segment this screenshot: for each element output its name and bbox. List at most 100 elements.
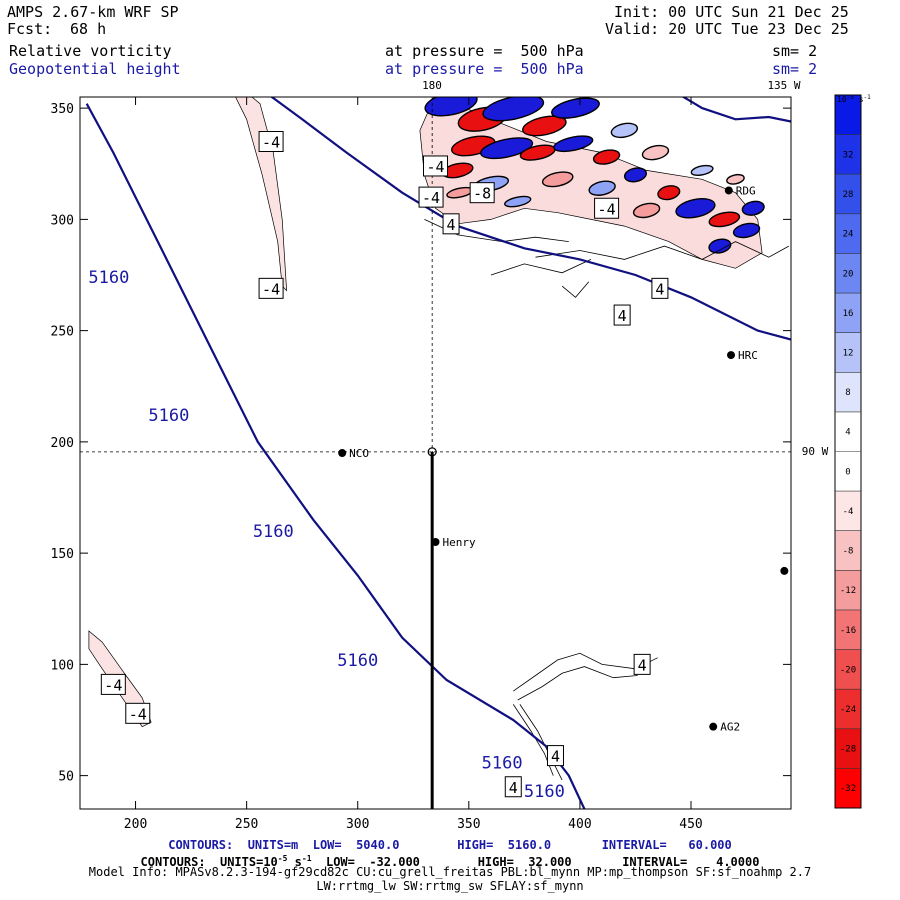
forecast-hour: 68 h [70, 20, 107, 38]
vort-cell-3 [522, 115, 567, 137]
valid-time: Valid: 20 UTC Tue 23 Dec 25 [605, 20, 849, 38]
vort-label-13: 4 [509, 779, 518, 797]
colorbar: 32 28 24 20 16 12 8 4 0 -4 -8 -12 -16 -20 -24 -28 -32 10-… [834, 94, 871, 809]
vort-cell-10 [623, 167, 648, 183]
lon-label-90w: 90 W [802, 445, 829, 458]
vort-contour-5 [517, 666, 638, 701]
station-marker [709, 722, 718, 731]
x-tick-label: 200 [124, 817, 147, 832]
field2-level: at pressure = 500 hPa [385, 60, 584, 78]
station-marker [724, 186, 733, 195]
vort-label-5: 4 [447, 216, 456, 234]
colorbar-tick-label: -28 [840, 745, 856, 755]
colorbar-units: 10-5 s-1 [837, 94, 871, 104]
colorbar-swatch [835, 253, 861, 294]
vort-label-9: -4 [104, 676, 122, 694]
vort-contour-3 [561, 281, 590, 298]
colorbar-tick-label: 12 [843, 348, 854, 358]
station-marker [727, 351, 736, 360]
vort-label-box-2 [423, 155, 448, 177]
field1-smoothing: sm= 2 [772, 42, 818, 60]
height-contour-line-2 [681, 97, 791, 123]
station-nco: NCO [338, 447, 369, 460]
colorbar-swatch [835, 491, 861, 532]
y-tick-label: 200 [51, 436, 74, 451]
vorticity-field [88, 97, 789, 781]
station-rdg: RDG [724, 184, 756, 197]
vort-label-8: 4 [655, 280, 664, 298]
vort-cell-24 [610, 122, 639, 139]
station-label: AG2 [720, 721, 740, 734]
colorbar-swatch [835, 213, 861, 254]
lon-label-135w: 135 W [767, 79, 800, 92]
height-label-1: 5160 [148, 406, 189, 426]
vort-label-box-3 [418, 186, 444, 208]
footer-vort-exp: -5 [277, 854, 288, 863]
stations: NCO Henry RDG HRC AG2 [338, 184, 789, 734]
colorbar-tick-label: -4 [843, 507, 854, 517]
forecast-label: Fcst: [7, 20, 53, 38]
footer-vort-c: LOW= -32.000 HIGH= 32.000 INTERVAL= 4.00… [311, 855, 760, 869]
field1-level: at pressure = 500 hPa [385, 42, 584, 60]
footer-vort-exp2: -1 [301, 854, 312, 863]
x-tick-label: 350 [457, 817, 480, 832]
model-title: AMPS 2.67-km WRF SP [7, 3, 179, 21]
height-label-bg-5 [522, 780, 567, 801]
vort-cell-19 [541, 171, 574, 188]
height-label-2: 5160 [253, 522, 294, 542]
x-tick-label: 250 [235, 817, 258, 832]
colorbar-swatch [835, 372, 861, 413]
colorbar-swatch [835, 689, 861, 730]
vort-cell-25 [641, 144, 670, 161]
height-label-0: 5160 [88, 268, 129, 288]
station-label: RDG [736, 184, 756, 197]
init-time: Init: 00 UTC Sun 21 Dec 25 [614, 3, 849, 21]
vort-cell-21 [632, 202, 661, 219]
colorbar-swatch [835, 570, 861, 611]
station-unnamed [780, 566, 789, 575]
colorbar-swatch [835, 728, 861, 769]
height-label-bg-3 [335, 648, 380, 669]
vort-cell-13 [708, 211, 741, 228]
vort-label-box-6 [594, 197, 620, 219]
station-hrc: HRC [727, 349, 758, 362]
footer-physics-info: LW:rrtmg_lw SW:rrtmg_sw SFLAY:sf_mynn [316, 879, 584, 893]
vort-label-6: -4 [598, 200, 616, 218]
colorbar-swatch [835, 332, 861, 373]
x-tick-label: 450 [679, 817, 702, 832]
y-tick-label: 250 [51, 325, 74, 340]
vort-cell-11 [657, 185, 681, 201]
colorbar-tick-label: 20 [843, 269, 854, 279]
vort-label-box-9 [100, 673, 126, 695]
colorbar-swatch [835, 609, 861, 651]
footer-vort-b: s [287, 855, 302, 869]
height-label-bg-1 [146, 404, 191, 425]
station-label: NCO [349, 447, 369, 460]
footer-vort-a: CONTOURS: UNITS=10 [140, 855, 278, 869]
lon-label-180: 180 [422, 79, 442, 92]
vort-label-4: -8 [473, 185, 491, 203]
vort-cell-8 [553, 135, 594, 153]
height-label-bg-0 [86, 266, 131, 287]
colorbar-swatch [835, 134, 861, 175]
colorbar-swatch [835, 649, 861, 690]
colorbar-tick-label: -12 [840, 586, 856, 596]
colorbar-tick-label: 8 [845, 388, 850, 398]
vort-label-box-13 [504, 776, 522, 798]
y-tick-label: 50 [58, 770, 74, 785]
footer-model-info: Model Info: MPASv8.2.3-194-gf29cd82c CU:… [88, 865, 812, 879]
colorbar-swatch [835, 530, 861, 571]
vort-contour-2 [490, 259, 592, 276]
station-label: Henry [443, 536, 476, 549]
height-contour-line-1 [270, 97, 791, 341]
x-tick-label: 300 [346, 817, 369, 832]
colorbar-swatch [835, 174, 861, 215]
colorbar-tick-label: 4 [845, 428, 850, 438]
x-tick-label: 400 [568, 817, 591, 832]
colorbar-tick-label: 16 [843, 309, 854, 319]
y-tick-label: 300 [51, 213, 74, 228]
colorbar-swatch [835, 293, 861, 334]
station-marker [338, 449, 347, 457]
colorbar-swatch [835, 768, 861, 809]
